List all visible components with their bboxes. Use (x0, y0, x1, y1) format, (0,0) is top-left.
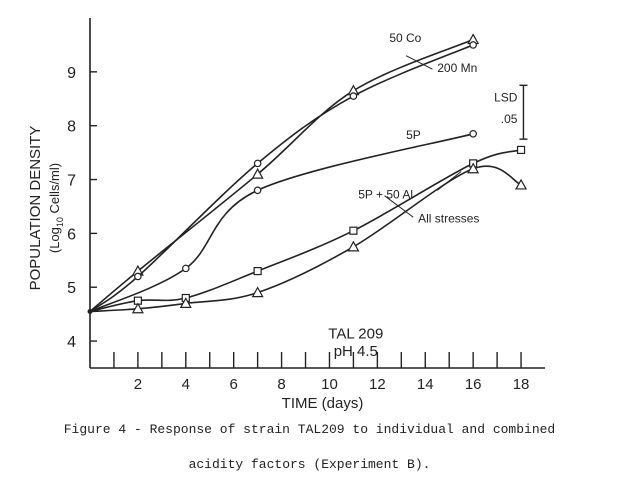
series-line (89, 133, 474, 313)
y-axis-label-part: Cells/ml) (47, 163, 62, 217)
data-point-triangle (347, 240, 360, 252)
data-point-origin (87, 308, 93, 314)
x-tick-label: 6 (230, 376, 238, 393)
series-label: 5P + 50 Al (358, 187, 413, 201)
series-2 (89, 41, 477, 313)
figure-caption-line-1: Figure 4 - Response of strain TAL209 to … (63, 422, 556, 437)
chart-series (87, 33, 528, 314)
series-label: 5P (406, 128, 421, 142)
x-tick-label: 8 (277, 376, 285, 393)
x-tick-label: 10 (321, 376, 338, 393)
y-axis-label-line-1: POPULATION DENSITY (27, 126, 44, 291)
data-point-circle (253, 186, 262, 195)
data-point-triangle (251, 167, 264, 179)
series-4 (89, 145, 526, 313)
data-point-triangle (131, 302, 144, 314)
data-point-triangle (251, 286, 264, 298)
series-label-leader (436, 171, 462, 191)
x-tick-label: 2 (134, 376, 142, 393)
data-point-circle (469, 41, 477, 49)
data-point-triangle (179, 297, 192, 308)
x-axis-label: TIME (days) (282, 395, 364, 412)
series-1 (89, 33, 480, 313)
data-point-triangle (467, 162, 480, 174)
y-axis-label: POPULATION DENSITY (Log10 Cells/ml) (27, 126, 65, 291)
y-tick-label: 4 (67, 334, 76, 351)
y-axis-label-line-2: (Log10 Cells/ml) (47, 163, 65, 253)
strain-annotation: TAL 209 (328, 325, 383, 342)
data-point-circle (253, 159, 262, 168)
lsd-label: LSD (494, 90, 518, 104)
series-5 (89, 162, 528, 314)
series-3 (89, 129, 477, 313)
ph-annotation: pH 4.5 (334, 343, 378, 360)
data-point-square (253, 266, 262, 276)
chart-labels: TIME (days)POPULATION DENSITY (Log10 Cell… (27, 31, 528, 412)
y-tick-label: 6 (67, 226, 76, 243)
data-point-square (516, 145, 526, 155)
series-label-leader (405, 55, 433, 70)
data-point-circle (349, 92, 358, 100)
x-tick-label: 14 (417, 376, 434, 393)
y-tick-label: 8 (67, 119, 76, 136)
series-label: 50 Co (389, 31, 421, 45)
series-line (89, 38, 474, 313)
lsd-value-label: .05 (501, 112, 518, 126)
y-axis-label-subscript: 10 (55, 217, 65, 227)
data-point-circle (181, 264, 190, 273)
series-line (89, 44, 474, 313)
series-label: All stresses (418, 212, 479, 226)
y-tick-label: 5 (67, 280, 76, 297)
y-axis-label-part: (Log (47, 227, 62, 253)
data-point-square (349, 226, 358, 235)
x-tick-label: 18 (513, 376, 530, 393)
y-tick-label: 7 (67, 173, 76, 190)
series-label: 200 Mn (437, 61, 477, 75)
series-line (89, 165, 522, 313)
x-tick-label: 4 (182, 376, 190, 393)
chart-axes: 4 5 6 7 8 9 2 4 6 8 10 12 14 16 18 (67, 18, 545, 393)
figure-caption-line-2: acidity factors (Experiment B). (188, 457, 431, 472)
series-label-leader (384, 195, 414, 218)
data-point-circle (134, 272, 142, 281)
data-point-triangle (515, 178, 528, 190)
x-tick-label: 16 (465, 376, 482, 393)
y-tick-label: 9 (67, 65, 76, 82)
x-tick-label: 12 (369, 376, 386, 393)
data-point-circle (469, 129, 477, 138)
